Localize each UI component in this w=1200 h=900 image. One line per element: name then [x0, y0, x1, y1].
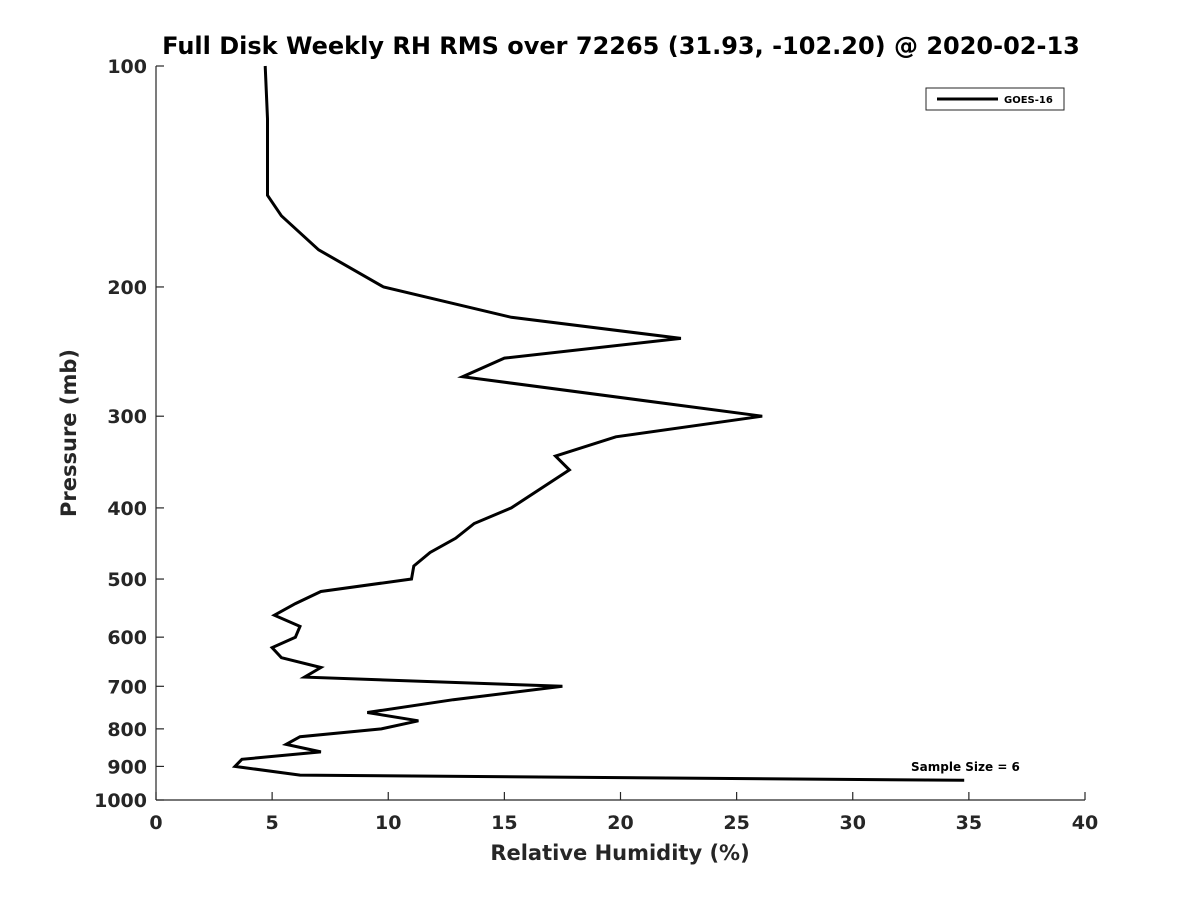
x-tick-label: 40	[1072, 812, 1098, 834]
y-tick-label: 700	[107, 676, 147, 698]
x-tick-label: 25	[723, 812, 749, 834]
y-tick-label: 1000	[94, 790, 147, 812]
x-tick-label: 20	[607, 812, 633, 834]
x-tick-label: 10	[375, 812, 401, 834]
legend-label: GOES-16	[1004, 95, 1053, 106]
x-tick-label: 5	[266, 812, 279, 834]
series-line-goes-16	[231, 65, 965, 782]
y-tick-label: 300	[107, 406, 147, 428]
y-tick-label: 900	[107, 756, 147, 778]
series-layer	[231, 65, 965, 782]
x-tick-label: 30	[840, 812, 866, 834]
y-axis-label: Pressure (mb)	[57, 349, 81, 517]
x-tick-label: 0	[149, 812, 162, 834]
sample-size-annotation: Sample Size = 6	[911, 760, 1020, 774]
y-tick-label: 400	[107, 498, 147, 520]
y-tick-label: 200	[107, 277, 147, 299]
x-tick-label: 15	[491, 812, 517, 834]
legend: GOES-16	[925, 87, 1065, 111]
y-tick-label: 500	[107, 569, 147, 591]
y-tick-label: 100	[107, 56, 147, 78]
chart-title: Full Disk Weekly RH RMS over 72265 (31.9…	[162, 32, 1080, 60]
x-ticks: 0 5 10 15 20 25 30 35 40	[149, 792, 1098, 834]
x-axis-label: Relative Humidity (%)	[490, 841, 749, 865]
y-tick-label: 800	[107, 719, 147, 741]
x-tick-label: 35	[956, 812, 982, 834]
y-tick-label: 600	[107, 627, 147, 649]
y-ticks: 100 200 300 400 500 600 700 800 900 1000	[94, 56, 164, 812]
